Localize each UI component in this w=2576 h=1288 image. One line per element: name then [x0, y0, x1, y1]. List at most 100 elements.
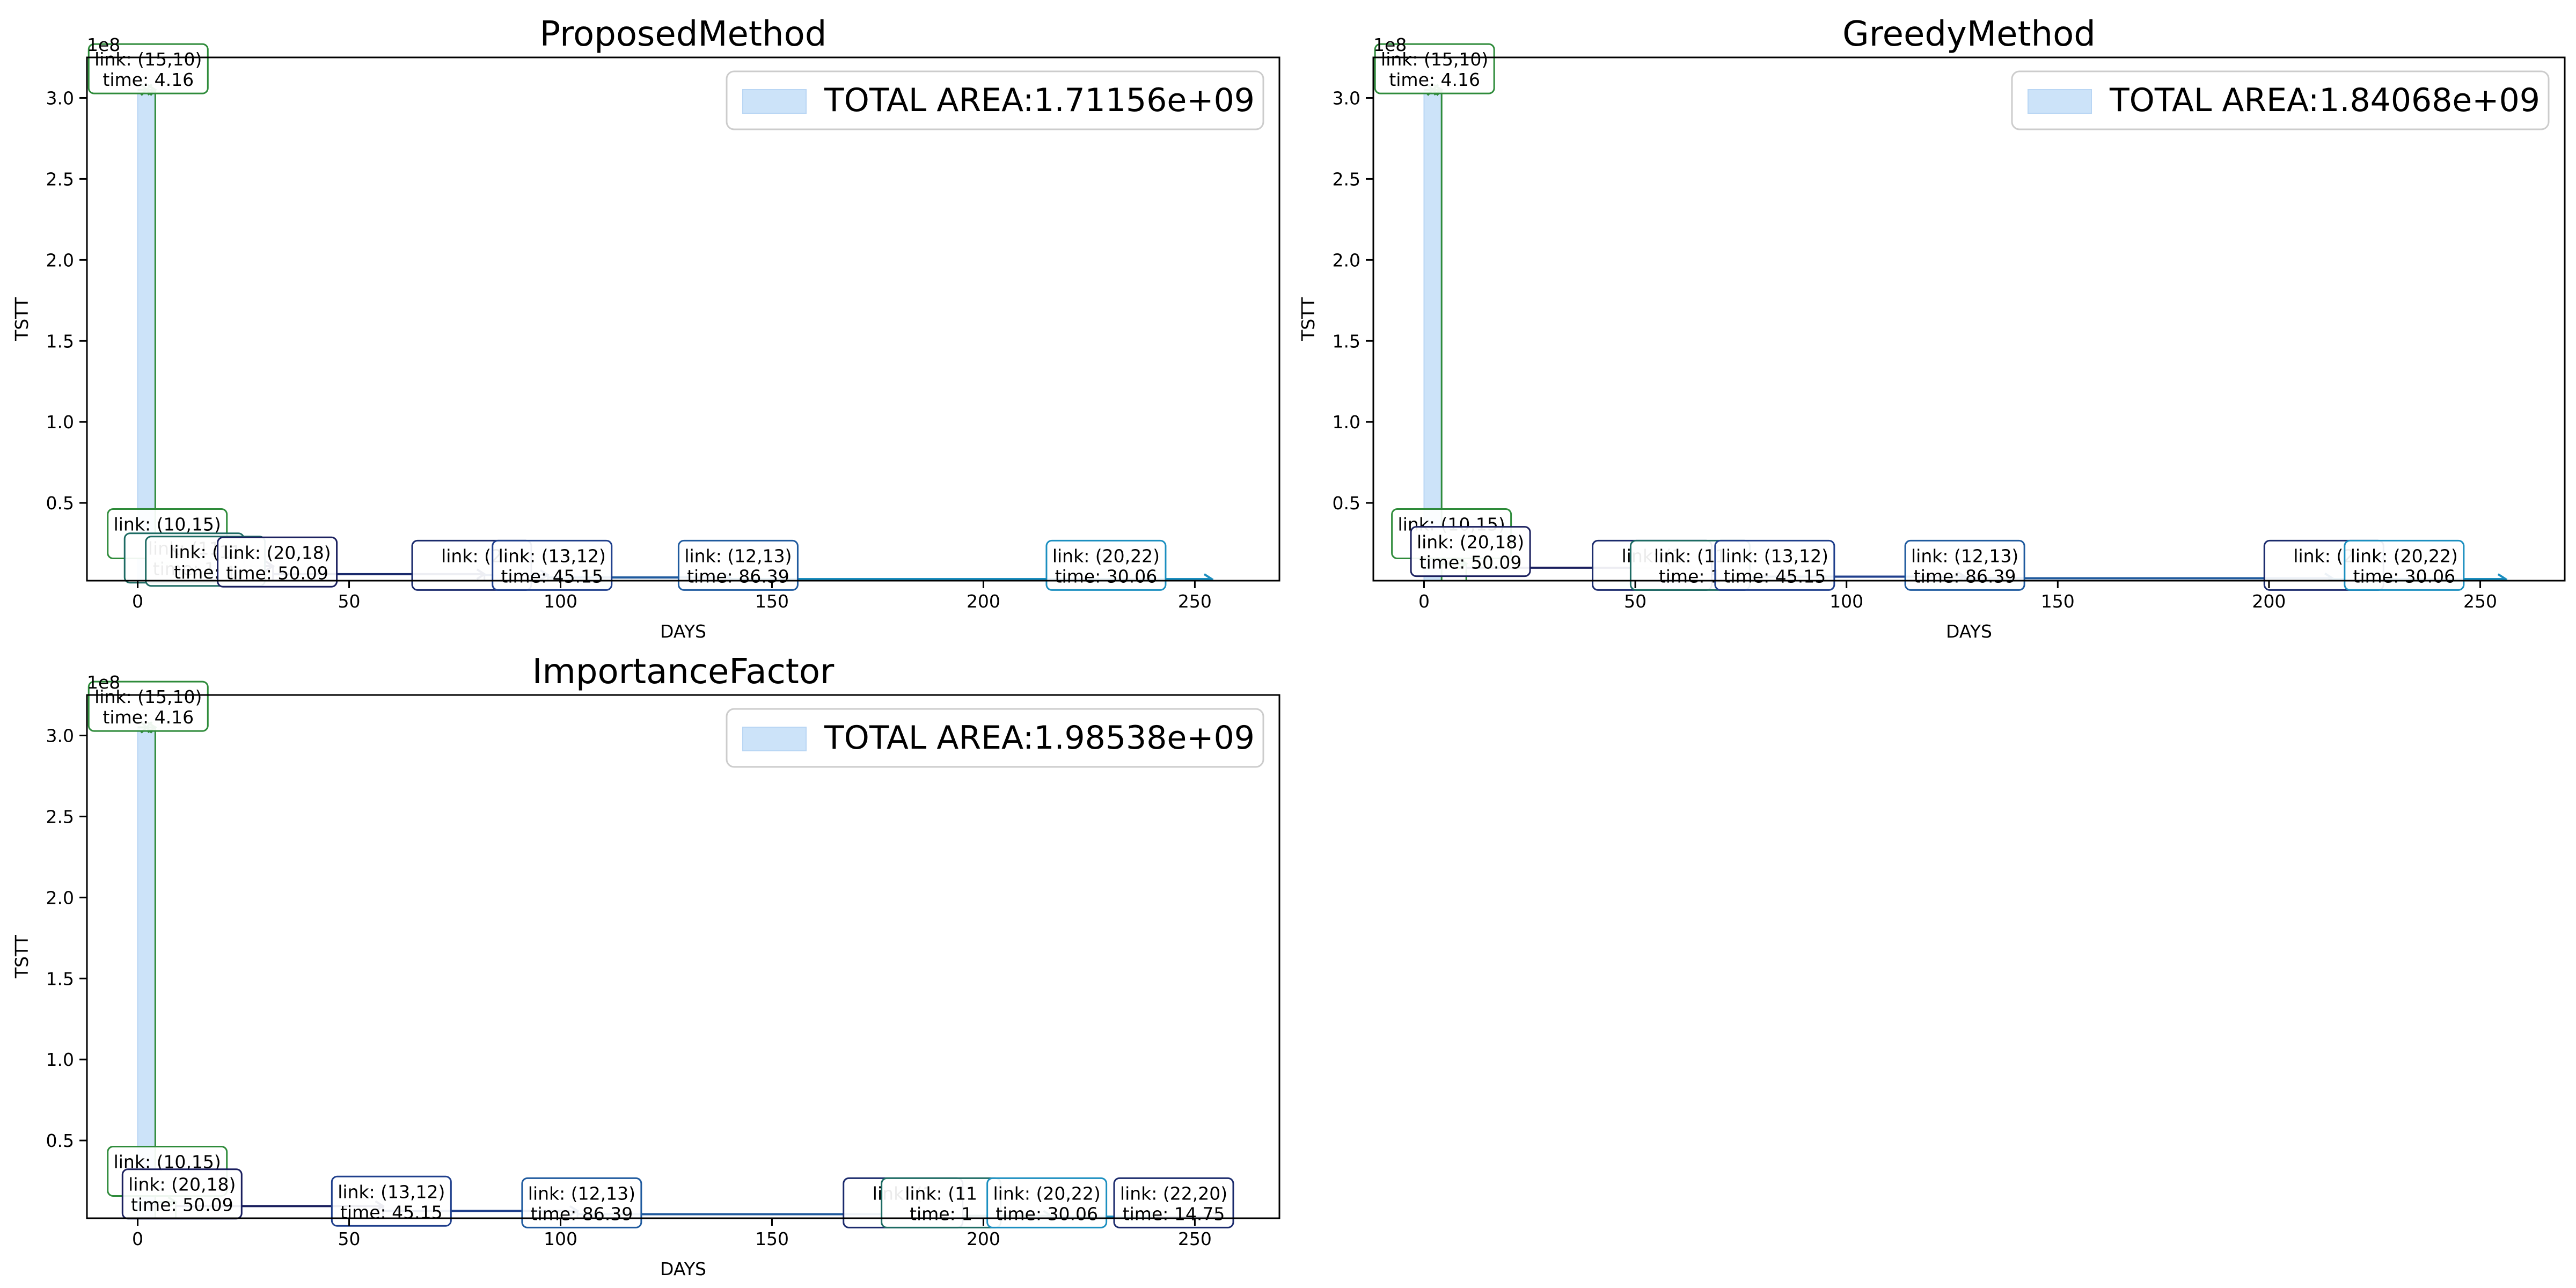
x-axis-label: DAYS	[660, 621, 706, 642]
legend-frame	[2011, 70, 2550, 130]
y-tick-label: 3.0	[46, 87, 74, 108]
y-tick-label: 2.5	[1333, 169, 1360, 189]
annotation-label: link: (22,20)time: 14.75	[1113, 1177, 1234, 1228]
annotation-time: time: 4.16	[1389, 69, 1480, 90]
y-axis-label: TSTT	[11, 297, 32, 341]
annotation-link: link: (12,13)	[528, 1183, 635, 1204]
y-tick-label: 3.0	[46, 725, 74, 746]
annotation-time: time: 30.06	[2353, 566, 2456, 587]
annotation-time: time: 14.75	[1123, 1203, 1225, 1224]
x-tick-label: 100	[544, 1228, 577, 1249]
legend: TOTAL AREA:1.71156e+09	[726, 70, 1264, 130]
x-tick-label: 50	[338, 591, 361, 612]
annotation-box	[217, 536, 338, 588]
annotation-label: link: (13,12)time: 45.15	[492, 539, 613, 591]
legend-swatch	[742, 727, 807, 751]
y-tick-label: 1.0	[46, 1049, 74, 1070]
y-axis-label: TSTT	[1298, 297, 1319, 341]
x-tick-label: 200	[967, 1228, 1000, 1249]
x-tick-label: 250	[2463, 591, 2497, 612]
annotation-link: link: (12,13)	[684, 545, 792, 566]
y-tick-label: 2.5	[46, 806, 74, 827]
annotation-link: link: (11	[905, 1183, 977, 1204]
annotation-time: time: 45.15	[501, 566, 603, 587]
x-tick-label: 250	[1178, 1228, 1212, 1249]
y-tick-label: 1.0	[46, 412, 74, 433]
x-axis-label: DAYS	[1946, 621, 1992, 642]
annotation-time: time: 45.15	[1724, 566, 1826, 587]
x-tick-label: 0	[132, 1228, 143, 1249]
total-area-band	[1423, 89, 1443, 581]
legend-label: TOTAL AREA:1.71156e+09	[824, 82, 1255, 119]
chart-title: ImportanceFactor	[532, 652, 835, 692]
annotation-label: link: (12,13)time: 86.39	[521, 1177, 642, 1228]
legend-frame	[726, 708, 1264, 768]
annotation-label: link: (15,10)time: 4.16	[1374, 43, 1495, 94]
annotation-time: time: 1	[1659, 566, 1722, 587]
annotation-label: link: (20,22)time: 30.06	[2344, 539, 2465, 591]
annotation-link: link: (10,15)	[114, 514, 221, 535]
annotation-link: link: (20,18)	[223, 542, 331, 563]
annotation-label: link: (15,10)time: 4.16	[87, 43, 209, 94]
legend: TOTAL AREA:1.84068e+09	[2011, 70, 2550, 130]
annotation-label: link: (20,18)time: 50.09	[217, 536, 338, 588]
chart-panel: GreedyMethod link: (15,10)time: 4.16 link:…	[1298, 14, 2566, 642]
y-tick-label: 0.5	[46, 1130, 74, 1151]
y-tick-label: 2.0	[1333, 250, 1360, 270]
total-area-band	[137, 727, 156, 1218]
annotation-box	[492, 539, 613, 591]
x-tick-label: 50	[338, 1228, 361, 1249]
x-tick-label: 50	[1624, 591, 1646, 612]
legend-swatch	[742, 89, 807, 114]
annotation-box	[986, 1177, 1108, 1228]
annotation-link: link: (13,12)	[499, 545, 606, 566]
annotation-label: link: (20,22)time: 30.06	[986, 1177, 1108, 1228]
annotation-box	[1113, 1177, 1234, 1228]
x-tick-label: 150	[755, 1228, 789, 1249]
x-tick-label: 150	[755, 591, 789, 612]
chart-title: GreedyMethod	[1842, 14, 2096, 54]
y-scale-label: 1e8	[1373, 34, 1407, 55]
annotation-box	[1045, 539, 1167, 591]
chart-panel: ImportanceFactor link: (15,10)time: 4.16 l…	[11, 652, 1280, 1279]
annotation-time: time: 4.16	[103, 707, 194, 728]
legend-frame	[726, 70, 1264, 130]
annotation-time: time: 30.06	[1055, 566, 1158, 587]
x-tick-label: 0	[1418, 591, 1430, 612]
legend-swatch	[2028, 89, 2092, 114]
y-tick-label: 3.0	[1333, 87, 1360, 108]
annotation-link: link: (20,18)	[1417, 532, 1524, 553]
axes-frame	[1372, 56, 2566, 582]
annotation-box	[2344, 539, 2465, 591]
annotation-link: link: (22,20)	[1120, 1183, 1227, 1204]
legend: TOTAL AREA:1.98538e+09	[726, 708, 1264, 768]
x-axis-label: DAYS	[660, 1258, 706, 1279]
annotation-box	[1410, 526, 1531, 577]
step-marker	[2497, 573, 2508, 581]
annotation-time: time: 86.39	[531, 1203, 633, 1224]
y-tick-label: 2.5	[46, 169, 74, 189]
x-tick-label: 100	[1829, 591, 1863, 612]
annotation-link: link: (15,10)	[94, 49, 202, 70]
annotation-box	[87, 43, 209, 94]
y-tick-label: 0.5	[46, 493, 74, 514]
y-tick-label: 2.0	[46, 887, 74, 908]
annotation-link: link: (12,13)	[1911, 545, 2018, 566]
y-tick-label: 0.5	[1333, 493, 1360, 514]
annotation-time: time: 50.09	[1419, 552, 1522, 573]
total-area-band	[137, 89, 156, 581]
annotation-link: link: (15,10)	[94, 686, 202, 707]
axes-frame	[86, 694, 1280, 1219]
y-scale-label: 1e8	[87, 34, 120, 55]
y-axis-label: TSTT	[11, 934, 32, 979]
annotation-time: time: 86.39	[687, 566, 789, 587]
annotation-label: link: (20,18)time: 50.09	[121, 1168, 243, 1220]
annotation-link: link: (20,22)	[2351, 545, 2458, 566]
annotation-box	[521, 1177, 642, 1228]
annotation-time: time: 50.09	[131, 1195, 233, 1216]
x-tick-label: 200	[2252, 591, 2286, 612]
annotation-box	[1904, 539, 2025, 591]
